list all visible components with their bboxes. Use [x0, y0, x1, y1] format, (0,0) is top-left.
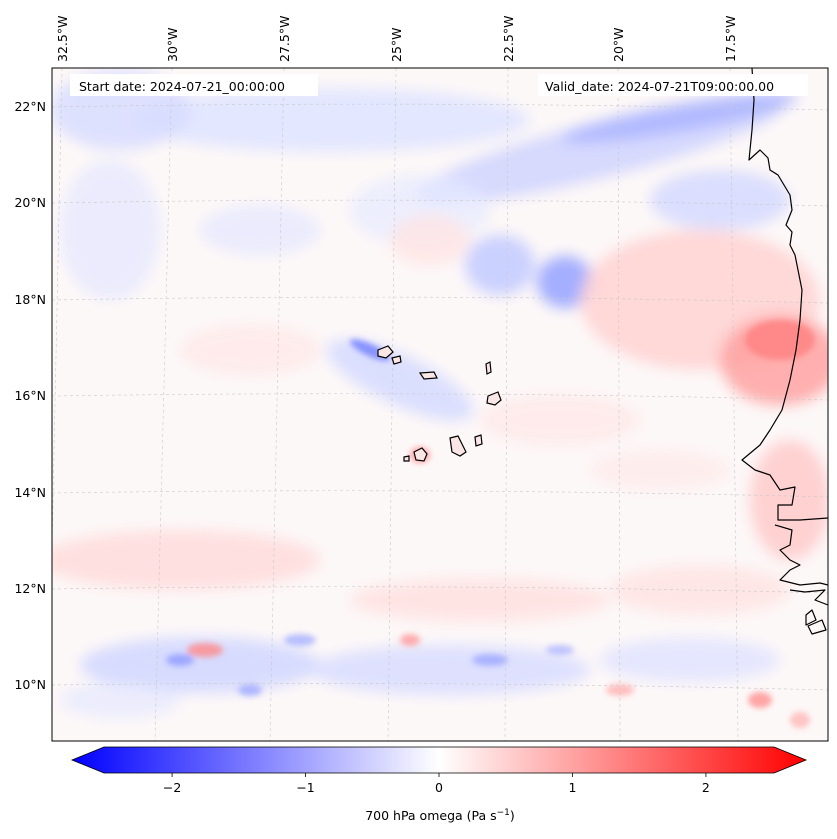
lon-label: 32.5°W	[55, 16, 70, 62]
start-date-text: Start date: 2024-07-21_00:00:00	[79, 79, 285, 94]
map-frame	[51, 67, 829, 742]
header-valid-box: Valid_date: 2024-07-21T09:00:00.00	[538, 74, 808, 96]
lon-label: 27.5°W	[277, 16, 292, 62]
lat-label: 10°N	[14, 677, 46, 692]
lat-label: 18°N	[14, 292, 46, 307]
island-boa-vista	[486, 391, 502, 406]
header-start-box: Start date: 2024-07-21_00:00:00	[70, 74, 318, 96]
gridlines	[52, 68, 828, 741]
island-santo-antao	[377, 345, 394, 359]
colorbar-tick-label: −2	[163, 780, 181, 795]
lat-label: 14°N	[14, 485, 46, 500]
lon-label: 25°W	[389, 27, 404, 62]
island-sao-nicolau	[418, 371, 438, 380]
lat-label: 22°N	[14, 99, 46, 114]
lat-label: 12°N	[14, 581, 46, 596]
coastline	[741, 68, 828, 635]
longitude-labels: 32.5°W 30°W 27.5°W 25°W 22.5°W 20°W 17.5…	[55, 16, 738, 62]
colorbar-bar	[70, 746, 808, 774]
island-sal	[485, 361, 492, 375]
colorbar: −2 −1 0 1 2 700 hPa omega (Pa s−1)	[70, 746, 808, 823]
island-fogo	[413, 447, 428, 462]
colorbar-label: 700 hPa omega (Pa s−1)	[365, 808, 515, 823]
map-panel	[52, 68, 828, 741]
lon-label: 17.5°W	[723, 16, 738, 62]
colorbar-tick-label: −1	[296, 780, 314, 795]
island-brava	[403, 455, 410, 462]
island-maio	[474, 434, 483, 447]
lat-label: 16°N	[14, 388, 46, 403]
colorbar-tick-label: 1	[568, 780, 576, 795]
lon-label: 20°W	[611, 27, 626, 62]
island-santiago	[449, 435, 467, 457]
lon-label: 30°W	[165, 27, 180, 62]
omega-field-detail	[166, 320, 815, 728]
colorbar-tick-label: 2	[702, 780, 710, 795]
colorbar-ticks: −2 −1 0 1 2	[163, 773, 710, 795]
island-sao-vicente	[391, 355, 402, 365]
valid-date-text: Valid_date: 2024-07-21T09:00:00.00	[545, 79, 774, 94]
lon-label: 22.5°W	[501, 16, 516, 62]
latitude-labels: 22°N 20°N 18°N 16°N 14°N 12°N 10°N	[14, 99, 46, 692]
islands	[377, 345, 502, 462]
colorbar-tick-label: 0	[435, 780, 443, 795]
lat-label: 20°N	[14, 195, 46, 210]
